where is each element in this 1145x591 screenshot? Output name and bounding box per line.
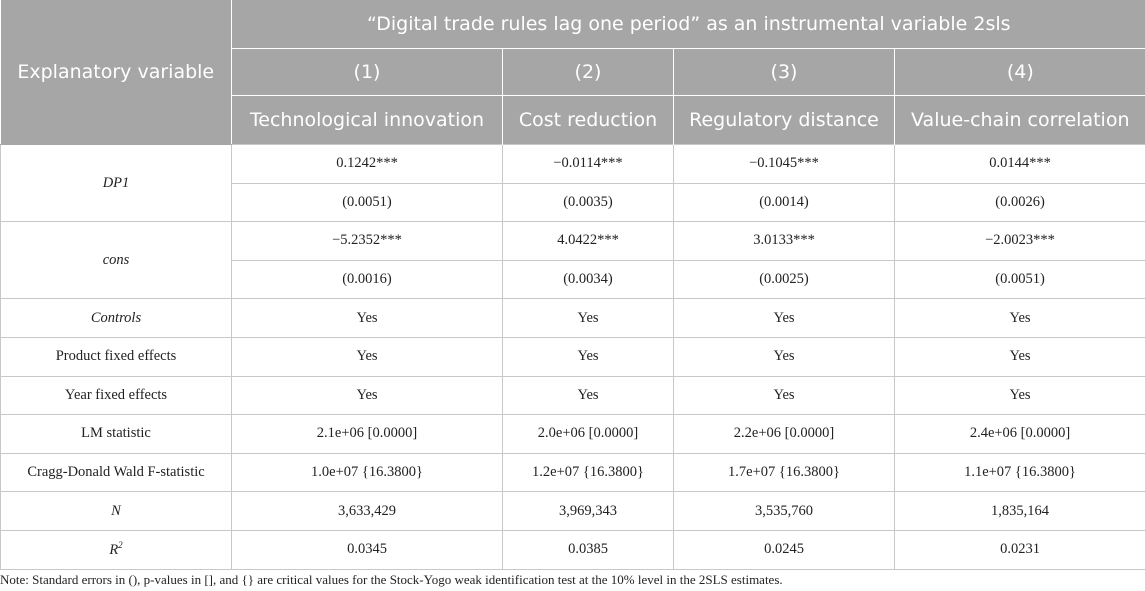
cell-value: Yes — [893, 375, 1145, 416]
table-row-cragg-donald: Cragg-Donald Wald F-statistic 1.0e+07 {1… — [0, 452, 1145, 493]
cell-value: Yes — [673, 336, 895, 377]
explanatory-variable-header: Explanatory variable — [0, 0, 232, 145]
col-name-regulatory-distance: Regulatory distance — [673, 95, 895, 145]
cell-value: −5.2352*** — [231, 221, 503, 261]
cell-value: (0.0025) — [673, 259, 895, 300]
cell-value: 0.0231 — [893, 529, 1145, 570]
row-label-lm-statistic: LM statistic — [0, 414, 232, 454]
r2-label-superscript: 2 — [118, 540, 123, 551]
row-label-cragg-donald: Cragg-Donald Wald F-statistic — [0, 452, 232, 493]
cell-value: 2.2e+06 [0.0000] — [673, 414, 895, 454]
cell-value: 1.1e+07 {16.3800} — [893, 452, 1145, 493]
row-label-controls: Controls — [0, 298, 232, 338]
row-label-product-fixed-effects: Product fixed effects — [0, 336, 232, 377]
cell-value: 3,633,429 — [231, 491, 503, 531]
cell-value: −0.0114*** — [502, 144, 674, 184]
cell-value: 1.2e+07 {16.3800} — [502, 452, 674, 493]
col-number-2: (2) — [502, 48, 674, 96]
col-name-value-chain-correlation: Value-chain correlation — [893, 95, 1145, 145]
cell-value: 3,535,760 — [673, 491, 895, 531]
cell-value: 0.0245 — [673, 529, 895, 570]
table-row-cons-se: (0.0016) (0.0034) (0.0025) (0.0051) — [1, 259, 1145, 300]
table-row-controls: Controls Yes Yes Yes Yes — [0, 298, 1145, 338]
row-label-n: N — [0, 491, 232, 531]
col-number-1: (1) — [231, 48, 503, 96]
cell-value: 2.1e+06 [0.0000] — [231, 414, 503, 454]
row-label-dp1: DP1 — [0, 143, 232, 223]
regression-table: Explanatory variable “Digital trade rule… — [0, 0, 1145, 570]
table-row-dp1-se: (0.0051) (0.0035) (0.0014) (0.0026) — [1, 182, 1145, 223]
cell-value: Yes — [893, 298, 1145, 338]
cell-value: (0.0026) — [893, 182, 1145, 223]
cell-value: 1,835,164 — [893, 491, 1145, 531]
cell-value: Yes — [502, 336, 674, 377]
cell-value: 2.0e+06 [0.0000] — [502, 414, 674, 454]
cell-value: 2.4e+06 [0.0000] — [893, 414, 1145, 454]
cell-value: Yes — [231, 375, 503, 416]
row-label-cons: cons — [0, 221, 232, 300]
cell-value: Yes — [673, 375, 895, 416]
col-number-3: (3) — [673, 48, 895, 96]
cell-value: (0.0016) — [231, 259, 503, 300]
cell-value: 0.0144*** — [893, 144, 1145, 184]
row-label-year-fixed-effects: Year fixed effects — [0, 375, 232, 416]
cell-value: Yes — [231, 336, 503, 377]
col-name-technological-innovation: Technological innovation — [231, 95, 503, 145]
cell-value: 0.0385 — [502, 529, 674, 570]
cell-value: (0.0051) — [231, 182, 503, 223]
cell-value: (0.0014) — [673, 182, 895, 223]
cell-value: (0.0051) — [893, 259, 1145, 300]
cell-value: Yes — [893, 336, 1145, 377]
table-row-product-fe: Product fixed effects Yes Yes Yes Yes — [0, 336, 1145, 377]
cell-value: 0.0345 — [231, 529, 503, 570]
cell-value: Yes — [673, 298, 895, 338]
cell-value: 4.0422*** — [502, 221, 674, 261]
cell-value: 1.7e+07 {16.3800} — [673, 452, 895, 493]
cell-value: 3,969,343 — [502, 491, 674, 531]
row-label-r2: R2 — [0, 529, 232, 570]
col-number-4: (4) — [893, 48, 1145, 96]
cell-value: −0.1045*** — [673, 144, 895, 184]
table-note: Note: Standard errors in (), p-values in… — [0, 572, 783, 587]
table-row-year-fe: Year fixed effects Yes Yes Yes Yes — [0, 375, 1145, 416]
cell-value: Yes — [502, 298, 674, 338]
cell-value: Yes — [502, 375, 674, 416]
table-row-n: N 3,633,429 3,969,343 3,535,760 1,835,16… — [0, 491, 1145, 531]
cell-value: −2.0023*** — [893, 221, 1145, 261]
col-name-cost-reduction: Cost reduction — [502, 95, 674, 145]
table-row-dp1-coef: DP1 0.1242*** −0.0114*** −0.1045*** 0.01… — [0, 143, 1145, 223]
cell-value: 0.1242*** — [231, 144, 503, 184]
table-title: “Digital trade rules lag one period” as … — [230, 0, 1145, 49]
cell-value: 3.0133*** — [673, 221, 895, 261]
table-row-r2: R2 0.0345 0.0385 0.0245 0.0231 — [0, 529, 1145, 570]
cell-value: 1.0e+07 {16.3800} — [231, 452, 503, 493]
table-row-cons-coef: cons −5.2352*** 4.0422*** 3.0133*** −2.0… — [0, 221, 1145, 300]
cell-value: (0.0035) — [502, 182, 674, 223]
table-row-lm-statistic: LM statistic 2.1e+06 [0.0000] 2.0e+06 [0… — [0, 414, 1145, 454]
cell-value: Yes — [231, 298, 503, 338]
cell-value: (0.0034) — [502, 259, 674, 300]
r2-label-base: R — [109, 542, 119, 559]
